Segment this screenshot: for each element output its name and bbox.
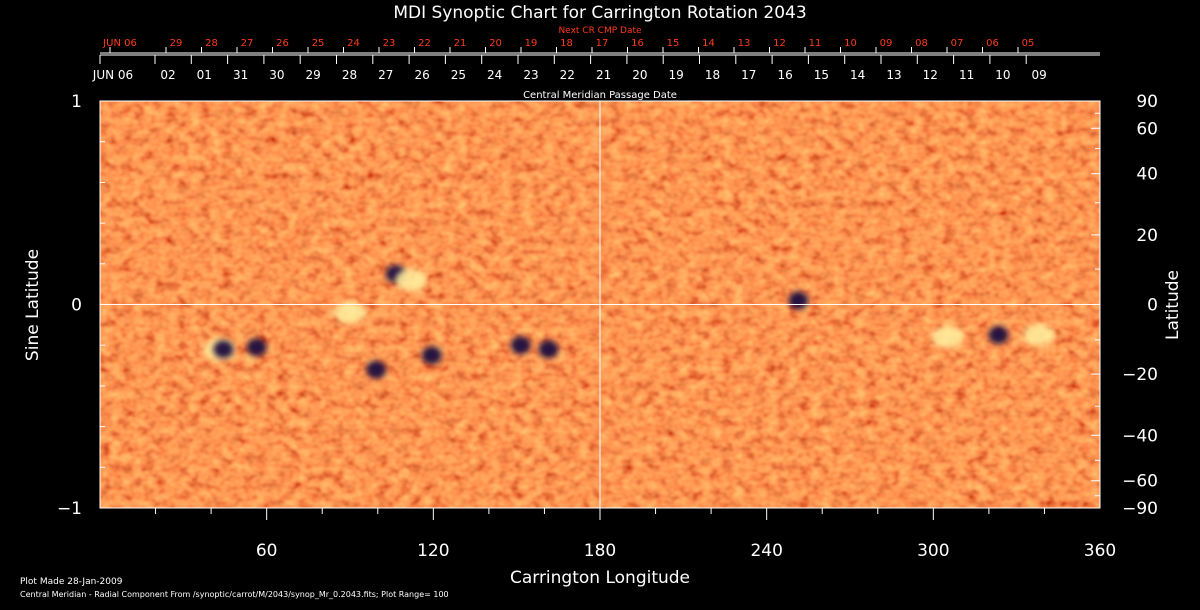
next-cr-dates: JUN 06 29 28 27 26 25 24 23 22 21 20 19 18 17 16 15 14 13… — [102, 38, 1034, 53]
cmp-date-label: 29 — [306, 68, 321, 82]
next-cr-date-label: 13 — [738, 38, 751, 49]
cmp-date-label: 20 — [632, 68, 647, 82]
next-cr-date-label: 22 — [418, 38, 431, 49]
left-axis: 1 0 −1 — [57, 92, 109, 519]
next-cr-date-label: 10 — [844, 38, 857, 49]
positive-flux-patch — [931, 326, 964, 349]
cmp-date-label: 22 — [560, 68, 575, 82]
cmp-date-label: 11 — [959, 68, 974, 82]
cmp-date-label: 19 — [669, 68, 684, 82]
next-cr-date-label: 28 — [205, 38, 218, 49]
bottom-tick-label: 180 — [584, 541, 616, 561]
cmp-date-label: 15 — [814, 68, 829, 82]
cmp-date-label: 21 — [596, 68, 611, 82]
next-cr-date-label: 09 — [880, 38, 893, 49]
right-tick-label: −60 — [1122, 472, 1158, 492]
right-tick-label: 40 — [1136, 165, 1158, 185]
cmp-date-label: 26 — [414, 68, 429, 82]
cmp-date-label: 10 — [995, 68, 1010, 82]
negative-flux-patch — [421, 346, 442, 365]
active-regions — [203, 264, 1055, 379]
next-cr-date-label: 07 — [951, 38, 964, 49]
next-cr-date-label: 06 — [986, 38, 999, 49]
cmp-date-label: 24 — [487, 68, 502, 82]
plot-made-note: Plot Made 28-Jan-2009 — [20, 577, 123, 587]
cmp-date-label: 18 — [705, 68, 720, 82]
cmp-label: Central Meridian Passage Date — [523, 90, 677, 101]
next-cr-date-label: 11 — [809, 38, 822, 49]
next-cr-date-label: 20 — [489, 38, 502, 49]
cmp-date-label: 12 — [923, 68, 938, 82]
cmp-date-label: 23 — [523, 68, 538, 82]
next-cr-date-label: 24 — [347, 38, 360, 49]
negative-flux-patch — [246, 338, 267, 357]
next-cr-date-label: 14 — [702, 38, 715, 49]
right-tick-label: 90 — [1136, 92, 1158, 112]
next-cr-date-label: 08 — [915, 38, 928, 49]
next-cr-date-label: 12 — [773, 38, 786, 49]
cmp-dates: JUN 06 02 01 31 30 29 28 27 26 25 24 23 22 21 20 19 18 17… — [92, 54, 1100, 82]
next-cr-date-label: 15 — [667, 38, 680, 49]
cmp-date-label: 01 — [197, 68, 212, 82]
right-axis: 90 60 40 20 0 −20 −40 −60 −90 — [1091, 92, 1158, 519]
negative-flux-patch — [538, 340, 559, 359]
bottom-tick-label: 360 — [1084, 541, 1116, 561]
next-cr-date-label: 27 — [241, 38, 254, 49]
next-cr-date-label: 05 — [1022, 38, 1035, 49]
cmp-date-label: 31 — [233, 68, 248, 82]
negative-flux-patch — [988, 326, 1009, 345]
left-tick-label: 1 — [71, 92, 82, 112]
next-cr-label: Next CR CMP Date — [558, 26, 642, 36]
bottom-tick-label: 240 — [750, 541, 782, 561]
left-tick-label: −1 — [57, 499, 82, 519]
next-cr-date-label: JUN 06 — [102, 38, 137, 49]
positive-flux-patch — [395, 269, 428, 292]
chart-title: MDI Synoptic Chart for Carrington Rotati… — [393, 3, 806, 23]
negative-flux-patch — [213, 340, 234, 359]
bottom-tick-label: 60 — [256, 541, 278, 561]
bottom-axis: 60 120 180 240 300 360 — [155, 508, 1116, 561]
next-cr-date-label: 23 — [383, 38, 396, 49]
cmp-date-label: 17 — [741, 68, 756, 82]
right-tick-label: −90 — [1122, 499, 1158, 519]
next-cr-date-label: 17 — [596, 38, 609, 49]
cmp-date-label: 27 — [378, 68, 393, 82]
right-tick-label: 60 — [1136, 119, 1158, 139]
source-note: Central Meridian - Radial Component From… — [20, 590, 449, 599]
positive-flux-patch — [1022, 324, 1055, 347]
cmp-date-label: 14 — [850, 68, 865, 82]
positive-flux-patch — [334, 301, 366, 324]
right-axis-title: Latitude — [1163, 270, 1183, 340]
x-axis-title: Carrington Longitude — [510, 568, 690, 588]
right-tick-label: −40 — [1122, 426, 1158, 446]
cmp-date-label: 16 — [777, 68, 792, 82]
left-axis-title: Sine Latitude — [23, 249, 43, 361]
next-cr-date-label: 29 — [170, 38, 183, 49]
crosshair — [100, 101, 1100, 508]
negative-flux-patch — [510, 336, 531, 355]
right-tick-label: −20 — [1122, 365, 1158, 385]
bottom-tick-label: 300 — [917, 541, 949, 561]
negative-flux-patch — [788, 291, 809, 310]
cmp-date-label: 25 — [451, 68, 466, 82]
next-cr-date-label: 21 — [454, 38, 467, 49]
right-tick-label: 0 — [1147, 296, 1158, 316]
next-cr-date-label: 16 — [631, 38, 644, 49]
cmp-date-label: 28 — [342, 68, 357, 82]
left-tick-label: 0 — [71, 296, 82, 316]
negative-flux-patch — [366, 360, 387, 379]
next-cr-date-label: 18 — [560, 38, 573, 49]
cmp-date-label: JUN 06 — [92, 68, 133, 82]
next-cr-date-label: 19 — [525, 38, 538, 49]
cmp-date-label: 09 — [1032, 68, 1047, 82]
next-cr-date-label: 25 — [312, 38, 325, 49]
cmp-date-label: 30 — [269, 68, 284, 82]
cmp-date-label: 13 — [886, 68, 901, 82]
bottom-tick-label: 120 — [417, 541, 449, 561]
next-cr-date-label: 26 — [276, 38, 289, 49]
cmp-date-label: 02 — [160, 68, 175, 82]
right-tick-label: 20 — [1136, 226, 1158, 246]
